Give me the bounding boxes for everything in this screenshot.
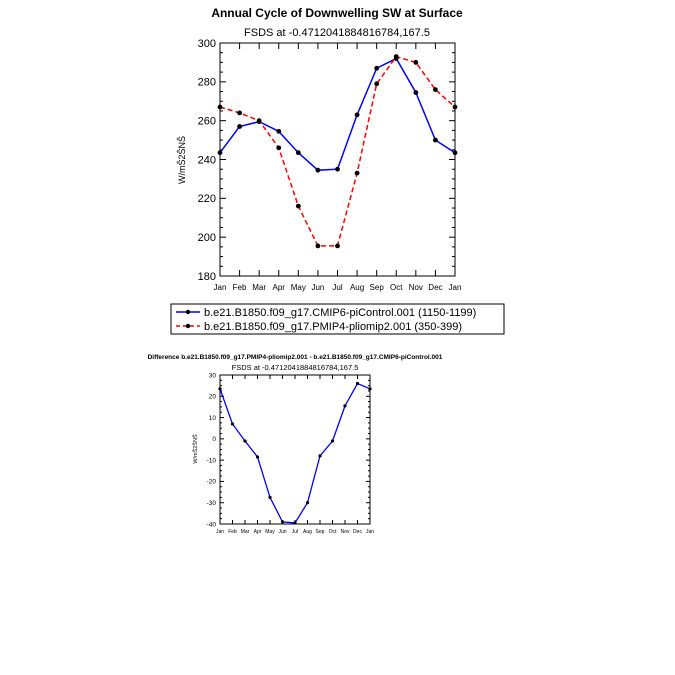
data-point bbox=[368, 387, 372, 391]
x-tick-label: Mar bbox=[252, 283, 266, 292]
data-point bbox=[413, 90, 419, 95]
y-tick-label: -30 bbox=[207, 500, 217, 507]
x-tick-label: Sep bbox=[370, 283, 385, 292]
data-point bbox=[255, 455, 260, 459]
data-point bbox=[243, 439, 247, 443]
x-tick-label: Aug bbox=[303, 529, 312, 535]
series-line-0 bbox=[219, 382, 371, 524]
data-point bbox=[276, 145, 282, 151]
x-tick-label: Dec bbox=[353, 529, 362, 535]
x-tick-label: Jun bbox=[311, 283, 324, 292]
data-point bbox=[433, 137, 438, 143]
plot-frame bbox=[219, 374, 371, 525]
series-line-0 bbox=[219, 57, 456, 171]
x-tick-label: Sep bbox=[316, 529, 325, 535]
data-point bbox=[218, 387, 222, 391]
data-point bbox=[237, 110, 242, 116]
data-point bbox=[268, 495, 272, 499]
data-point bbox=[295, 150, 301, 156]
data-point bbox=[315, 167, 321, 173]
y-tick-label: 240 bbox=[198, 154, 216, 166]
data-point bbox=[276, 128, 282, 134]
y-tick-label: 30 bbox=[209, 372, 217, 379]
x-tick-label: Feb bbox=[228, 529, 237, 535]
data-point bbox=[315, 243, 321, 249]
data-point bbox=[335, 243, 340, 249]
x-tick-label: Mar bbox=[241, 529, 250, 535]
data-point bbox=[335, 166, 340, 172]
legend-box bbox=[170, 303, 505, 335]
y-tick-label: 10 bbox=[209, 415, 217, 422]
data-point bbox=[280, 520, 285, 524]
y-tick-label: 280 bbox=[198, 77, 216, 89]
data-point bbox=[355, 381, 360, 386]
y-tick-label: 0 bbox=[212, 436, 216, 443]
data-point bbox=[354, 112, 360, 118]
x-tick-label: Jan bbox=[214, 283, 227, 292]
y-tick-label: 20 bbox=[209, 394, 217, 401]
series-line-1 bbox=[219, 55, 456, 247]
data-point bbox=[256, 118, 262, 124]
x-tick-label: Feb bbox=[233, 283, 247, 292]
y-tick-label: 180 bbox=[198, 271, 216, 283]
y-tick-label: 220 bbox=[198, 193, 216, 205]
data-point bbox=[393, 54, 399, 59]
x-tick-label: Apr bbox=[273, 283, 286, 292]
data-point bbox=[293, 521, 297, 525]
legend-marker-control bbox=[185, 309, 191, 315]
y-tick-label: 200 bbox=[198, 232, 216, 244]
data-point bbox=[237, 124, 242, 129]
data-point bbox=[230, 422, 235, 426]
data-point bbox=[354, 170, 360, 176]
chart-subtitle: FSDS at -0.4712041884816784,167.5 bbox=[244, 27, 430, 39]
data-point bbox=[217, 104, 223, 110]
x-tick-label: Nov bbox=[341, 529, 350, 535]
x-tick-label: Jul bbox=[332, 283, 342, 292]
y-tick-label: -10 bbox=[207, 457, 217, 464]
legend: b.e21.B1850.f09_g17.CMIP6-piControl.001 … bbox=[170, 303, 505, 335]
data-point bbox=[433, 87, 438, 92]
x-tick-label: May bbox=[291, 283, 306, 292]
difference-chart: Difference b.e21.B1850.f09_g17.PMIP4-pli… bbox=[148, 354, 443, 535]
data-point bbox=[452, 104, 458, 110]
x-tick-label: Jul bbox=[292, 529, 298, 535]
data-point bbox=[374, 81, 380, 87]
y-tick-label: 260 bbox=[198, 116, 216, 128]
data-point bbox=[452, 150, 458, 156]
x-tick-label: Dec bbox=[428, 283, 442, 292]
x-tick-label: Apr bbox=[254, 529, 262, 535]
x-tick-label: Oct bbox=[329, 529, 337, 535]
annual-cycle-chart: Annual Cycle of Downwelling SW at Surfac… bbox=[177, 6, 463, 292]
diff-chart-subtitle: FSDS at -0.4712041884816784,167.5 bbox=[232, 363, 359, 372]
chart-title: Annual Cycle of Downwelling SW at Surfac… bbox=[211, 6, 463, 20]
x-tick-label: Jan bbox=[366, 529, 374, 535]
y-tick-label: -20 bbox=[207, 479, 217, 486]
x-tick-label: Jan bbox=[216, 529, 224, 535]
diff-chart-title: Difference b.e21.B1850.f09_g17.PMIP4-pli… bbox=[148, 354, 443, 361]
data-point bbox=[318, 454, 322, 458]
y-axis-label: W/mŜ2ŜNŜ bbox=[177, 136, 187, 184]
diff-y-axis-label: W/mŜ2ŜNŜ bbox=[192, 434, 199, 464]
data-point bbox=[295, 203, 301, 209]
x-tick-label: Jun bbox=[278, 529, 286, 535]
legend-label-control: b.e21.B1850.f09_g17.CMIP6-piControl.001 … bbox=[204, 307, 476, 319]
plot-frame bbox=[219, 42, 456, 277]
x-tick-label: Aug bbox=[350, 283, 364, 292]
y-tick-label: -40 bbox=[207, 521, 217, 528]
x-tick-label: May bbox=[265, 529, 275, 535]
data-point bbox=[217, 150, 223, 156]
x-tick-label: Nov bbox=[409, 283, 423, 292]
x-tick-label: Oct bbox=[390, 283, 403, 292]
data-point bbox=[343, 404, 347, 408]
x-tick-label: Jan bbox=[449, 283, 462, 292]
data-point bbox=[413, 60, 419, 65]
y-tick-label: 300 bbox=[198, 38, 216, 50]
data-point bbox=[305, 501, 310, 505]
data-point bbox=[374, 65, 380, 71]
legend-label-pliomip: b.e21.B1850.f09_g17.PMIP4-pliomip2.001 (… bbox=[204, 321, 462, 333]
legend-marker-pliomip bbox=[185, 323, 191, 329]
data-point bbox=[330, 439, 335, 443]
